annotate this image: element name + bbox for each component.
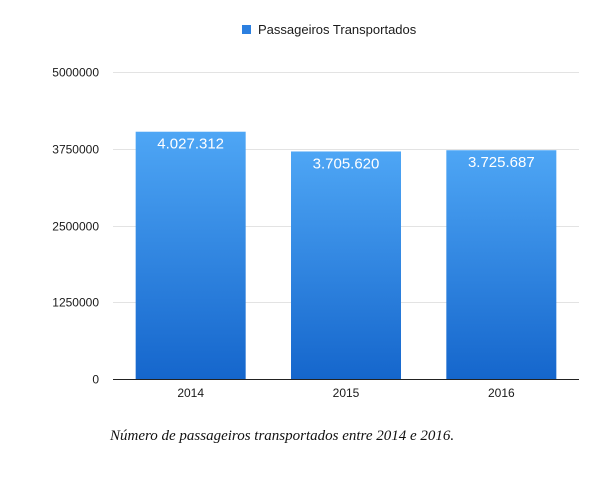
data-label-2015: 3.705.620: [313, 155, 380, 172]
bar-data-labels: 4.027.312 3.705.620 3.725.687: [157, 136, 534, 173]
legend-marker: [242, 25, 251, 34]
data-label-2014: 4.027.312: [157, 136, 224, 153]
x-tick-label: 2014: [177, 386, 204, 400]
x-tick-label: 2015: [333, 386, 360, 400]
y-axis-ticks: 0 1250000 2500000 3750000 5000000: [52, 66, 99, 387]
bars: [135, 131, 557, 379]
y-tick-label: 3750000: [52, 143, 99, 157]
data-label-2016: 3.725.687: [468, 154, 535, 171]
bar-2015: [291, 151, 401, 379]
y-tick-label: 0: [92, 373, 99, 387]
y-tick-label: 2500000: [52, 220, 99, 234]
x-axis-ticks: 2014 2015 2016: [177, 386, 515, 400]
y-tick-label: 1250000: [52, 296, 99, 310]
x-tick-label: 2016: [488, 386, 515, 400]
bar-2016: [446, 150, 557, 379]
figure-caption: Número de passageiros transportados entr…: [110, 428, 455, 444]
y-tick-label: 5000000: [52, 66, 99, 80]
chart-legend: Passageiros Transportados: [242, 22, 417, 37]
legend-label: Passageiros Transportados: [258, 22, 417, 37]
bar-chart: Passageiros Transportados 0 1250000 250000…: [52, 22, 579, 400]
bar-2014: [135, 131, 246, 379]
